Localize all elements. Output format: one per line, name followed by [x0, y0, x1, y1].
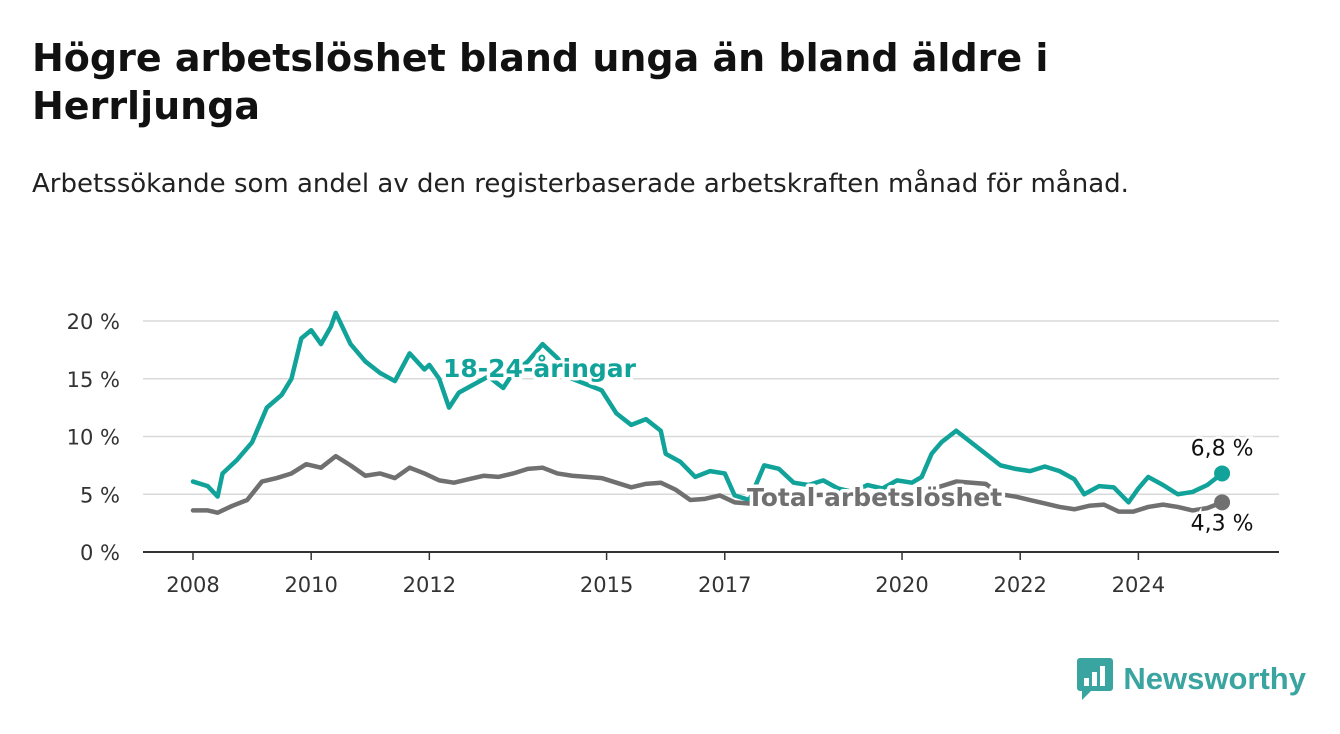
- x-tick-label: 2020: [875, 573, 928, 597]
- chart-title: Högre arbetslöshet bland unga än bland ä…: [32, 36, 1049, 128]
- y-axis-ticks: 0 % 5 % 10 % 15 % 20 %: [67, 310, 120, 565]
- series: [190, 310, 1231, 515]
- x-axis-ticks: 2008 2010 2012 2015 2017 2020 2022 2024: [166, 552, 1165, 597]
- newsworthy-logo[interactable]: Newsworthy: [1077, 658, 1306, 700]
- line-chart: 0 %5 %10 %15 %20 % 2008 2010 2012 2015 2017 2…: [67, 310, 1279, 597]
- series-label-youth: 18-24-åringar: [443, 354, 637, 383]
- bar-chart-logo-icon: [1077, 658, 1114, 700]
- series-label-total: Total arbetslöshet: [747, 483, 1002, 512]
- endpoint-dot-total: [1214, 494, 1231, 511]
- y-tick-label: 0 %: [80, 541, 120, 565]
- endpoint-dot-youth: [1214, 465, 1231, 482]
- y-tick-label: 10 %: [67, 426, 120, 450]
- x-tick-label: 2008: [166, 573, 219, 597]
- gridlines: [143, 320, 1279, 553]
- x-tick-label: 2015: [580, 573, 633, 597]
- y-tick-label: 20 %: [67, 310, 120, 334]
- end-label-total: 4,3 %: [1191, 511, 1254, 536]
- y-tick-label: 5 %: [80, 483, 120, 507]
- x-tick-label: 2012: [403, 573, 456, 597]
- series-line-total: [190, 453, 1225, 515]
- x-tick-label: 2022: [993, 573, 1046, 597]
- chart-subtitle: Arbetssökande som andel av den registerb…: [32, 169, 1129, 199]
- x-tick-label: 2010: [284, 573, 337, 597]
- brand-name: Newsworthy: [1123, 661, 1306, 696]
- series-line-youth: [190, 310, 1225, 505]
- y-tick-label: 15 %: [67, 368, 120, 392]
- x-tick-label: 2024: [1112, 573, 1165, 597]
- x-tick-label: 2017: [698, 573, 751, 597]
- end-label-youth: 6,8 %: [1191, 436, 1254, 461]
- series-labels: 6,8 % 4,3 % 18-24-åringar Total arbetslöshe…: [440, 351, 1257, 539]
